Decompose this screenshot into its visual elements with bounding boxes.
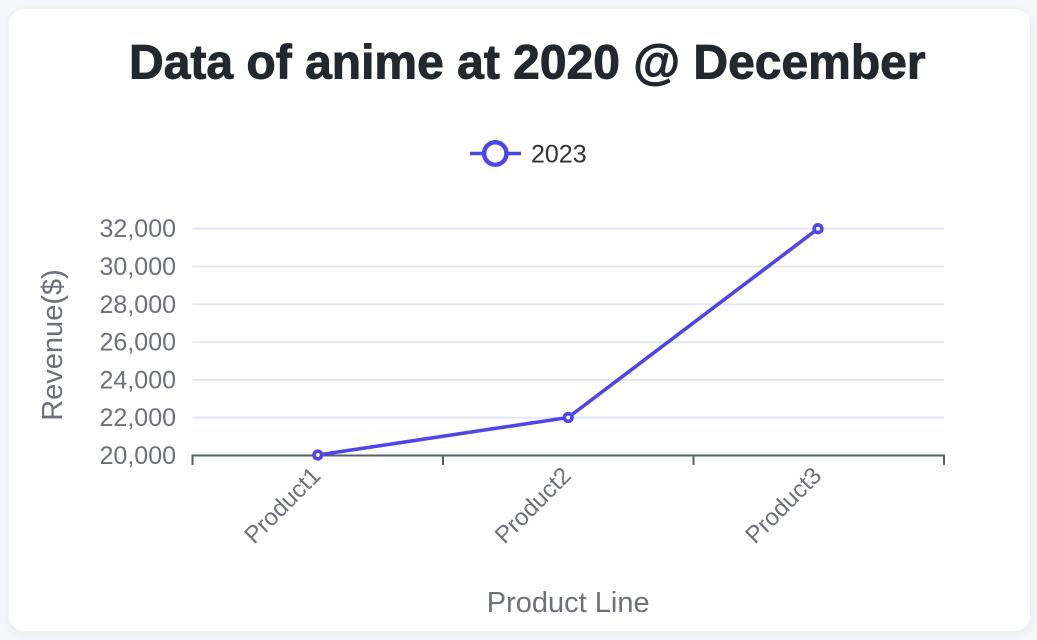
svg-text:24,000: 24,000: [100, 366, 176, 394]
svg-text:20,000: 20,000: [100, 442, 176, 470]
svg-text:2023: 2023: [531, 141, 587, 169]
svg-text:Data of anime at 2020 @ Decemb: Data of anime at 2020 @ December: [129, 37, 925, 90]
svg-text:32,000: 32,000: [100, 215, 176, 243]
svg-text:28,000: 28,000: [100, 291, 176, 319]
svg-text:Product3: Product3: [740, 462, 827, 549]
svg-text:30,000: 30,000: [100, 253, 176, 281]
svg-text:Product2: Product2: [490, 462, 577, 549]
svg-text:Product Line: Product Line: [487, 587, 650, 619]
svg-text:Revenue($): Revenue($): [37, 269, 69, 421]
svg-text:Product1: Product1: [239, 462, 326, 549]
svg-text:22,000: 22,000: [100, 404, 176, 432]
svg-text:26,000: 26,000: [100, 329, 176, 357]
